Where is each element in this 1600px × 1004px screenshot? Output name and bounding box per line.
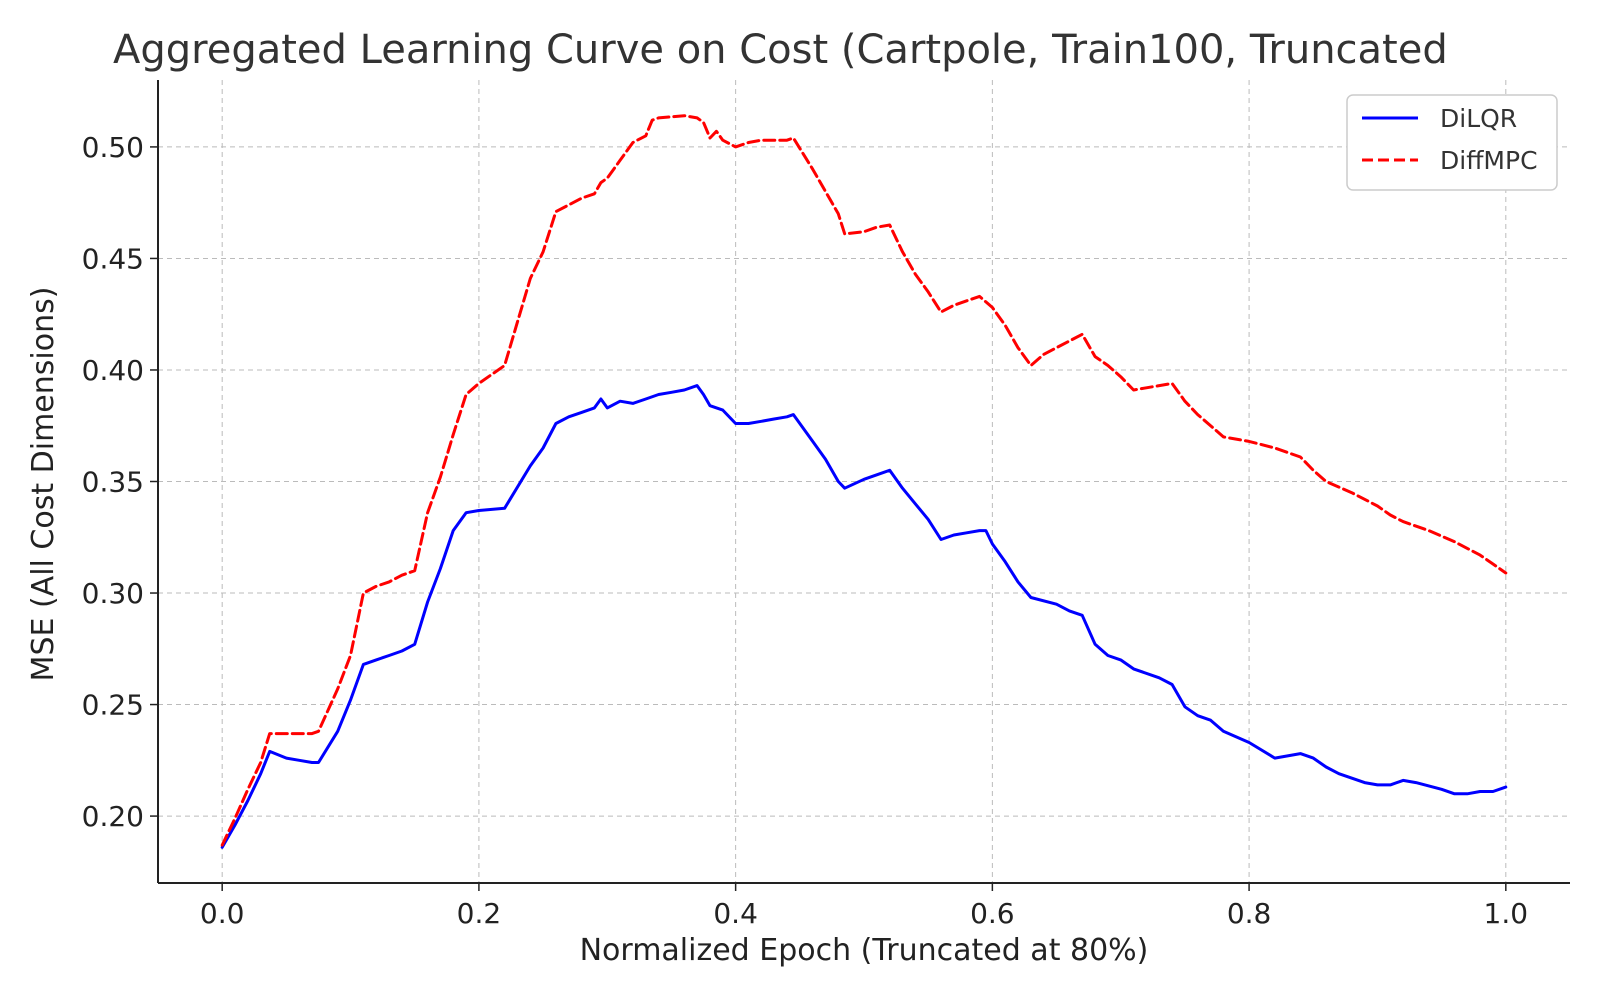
- x-axis-ticks: 0.0 0.2 0.4 0.6 0.8 1.0: [200, 883, 1528, 930]
- series-line-diffmpc: [220, 114, 1508, 847]
- chart-title: Aggregated Learning Curve on Cost (Cartp…: [113, 27, 1448, 73]
- y-tick-label: 0.30: [82, 577, 144, 610]
- series-lines: [220, 114, 1508, 849]
- x-tick-label: 0.6: [970, 897, 1015, 930]
- legend-label-dilqr: DiLQR: [1440, 104, 1517, 133]
- x-tick-label: 0.2: [457, 897, 502, 930]
- x-tick-label: 1.0: [1484, 897, 1529, 930]
- x-tick-label: 0.8: [1227, 897, 1272, 930]
- y-tick-label: 0.20: [82, 800, 144, 833]
- grid-lines: [158, 80, 1570, 883]
- y-axis-label: MSE (All Cost Dimensions): [26, 287, 61, 682]
- y-tick-label: 0.40: [82, 354, 144, 387]
- y-tick-label: 0.25: [82, 689, 144, 722]
- y-tick-label: 0.35: [82, 466, 144, 499]
- x-axis-label: Normalized Epoch (Truncated at 80%): [580, 933, 1149, 968]
- x-tick-label: 0.4: [713, 897, 758, 930]
- legend: DiLQR DiffMPC: [1346, 94, 1558, 191]
- series-line-dilqr: [220, 384, 1508, 849]
- legend-label-diffmpc: DiffMPC: [1440, 146, 1538, 175]
- y-tick-label: 0.45: [82, 242, 144, 275]
- x-tick-label: 0.0: [200, 897, 245, 930]
- y-tick-label: 0.50: [82, 131, 144, 164]
- y-axis-ticks: 0.20 0.25 0.30 0.35 0.40 0.45 0.50: [82, 131, 158, 833]
